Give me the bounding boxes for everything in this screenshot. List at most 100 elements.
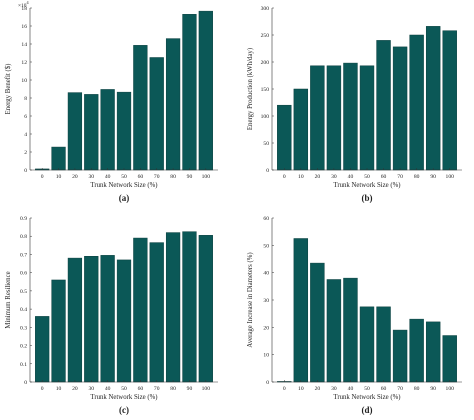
x-tick-label: 30 <box>88 174 94 180</box>
bar-70 <box>149 57 164 171</box>
bar-100 <box>442 30 457 171</box>
y-tick-label: 0.5 <box>20 289 27 295</box>
y-tick-label: 100 <box>261 114 270 120</box>
x-tick-label: 100 <box>446 386 455 392</box>
bar-40 <box>343 277 358 383</box>
x-axis-label: Trunk Network Size (%) <box>333 182 400 189</box>
x-tick-label: 80 <box>414 386 420 392</box>
x-tick-label: 40 <box>348 174 354 180</box>
chart-panel-b: 0 10 20 30 40 50 60 70 80 90 100 0 50 100 150 200 250 30… <box>247 6 462 203</box>
y-tick-label: 0.4 <box>20 307 27 313</box>
bar-20 <box>67 257 83 383</box>
y-tick-label: 30 <box>263 298 269 304</box>
bar-100 <box>198 10 213 171</box>
x-axis-label: Trunk Network Size (%) <box>90 394 157 401</box>
x-tick-label: 90 <box>430 174 436 180</box>
x-tick-label: 50 <box>364 386 370 392</box>
x-tick-labels: 0 10 20 30 40 50 60 70 80 90 100 <box>283 380 454 392</box>
bar-90 <box>425 321 441 383</box>
x-tick-label: 90 <box>430 386 436 392</box>
x-tick-labels: 0 10 20 30 40 50 60 70 80 90 100 <box>41 380 210 392</box>
y-tick-label: 0.1 <box>20 362 27 368</box>
y-tick-label: 0.6 <box>20 271 27 277</box>
x-tick-label: 30 <box>88 386 94 392</box>
y-tick-label: 16 <box>21 24 27 30</box>
bar-90 <box>182 14 197 171</box>
y-tick-label: 200 <box>261 60 270 66</box>
y-tick-label: 20 <box>263 325 269 331</box>
bar-50 <box>116 91 132 171</box>
panel-label: (b) <box>362 193 373 203</box>
x-tick-label: 100 <box>202 386 211 392</box>
y-multiplier-base: ×10 <box>18 3 27 9</box>
y-tick-labels: 0 10 20 30 40 50 60 <box>263 216 274 386</box>
y-tick-label: 8 <box>24 96 27 102</box>
bar-100 <box>442 335 457 383</box>
bar-10 <box>51 146 66 171</box>
x-tick-label: 0 <box>283 386 286 392</box>
y-tick-label: 14 <box>21 42 27 48</box>
bar-60 <box>376 40 391 171</box>
y-tick-label: 0 <box>266 168 269 174</box>
x-tick-label: 20 <box>72 174 78 180</box>
bar-0 <box>277 104 292 171</box>
bar-70 <box>392 46 408 171</box>
y-tick-label: 150 <box>261 87 270 93</box>
y-tick-label: 6 <box>24 114 27 120</box>
y-tick-labels: 0 2 4 6 8 10 12 14 16 18 <box>21 6 32 174</box>
x-tick-label: 40 <box>105 174 111 180</box>
y-tick-label: 250 <box>261 33 270 39</box>
panel-label: (d) <box>362 405 373 415</box>
bar-30 <box>326 279 342 383</box>
bar-40 <box>100 255 115 383</box>
y-tick-label: 50 <box>263 141 269 147</box>
bar-60 <box>133 45 148 171</box>
x-tick-label: 0 <box>283 174 286 180</box>
x-tick-labels: 0 10 20 30 40 50 60 70 80 90 100 <box>283 168 454 180</box>
y-tick-label: 300 <box>261 6 270 12</box>
x-tick-label: 40 <box>348 386 354 392</box>
x-tick-label: 70 <box>397 174 403 180</box>
bar-20 <box>310 65 325 171</box>
bar-30 <box>326 65 342 171</box>
bar-group <box>35 231 213 383</box>
x-tick-label: 20 <box>315 174 321 180</box>
chart-panel-d: 0 10 20 30 40 50 60 70 80 90 100 0 10 20 30 40 50 60 Tru… <box>247 216 462 415</box>
y-multiplier-exponent: 4 <box>26 0 29 5</box>
chart-panel-a: 0 10 20 30 40 50 60 70 80 90 100 0 2 4 6 8 10 12 14 16 18 T… <box>5 0 218 203</box>
bar-40 <box>100 89 115 171</box>
x-tick-label: 60 <box>381 174 387 180</box>
x-tick-label: 10 <box>56 174 62 180</box>
y-tick-label: 10 <box>263 353 269 359</box>
y-tick-label: 12 <box>21 60 27 66</box>
x-tick-label: 60 <box>138 174 144 180</box>
x-tick-label: 30 <box>331 386 337 392</box>
x-tick-label: 60 <box>381 386 387 392</box>
y-axis-label: Energy Production (kWh/day) <box>247 48 254 130</box>
y-tick-labels: 0 50 100 150 200 250 300 <box>261 6 274 174</box>
bar-30 <box>84 256 99 383</box>
panel-label: (c) <box>119 405 129 415</box>
x-tick-label: 0 <box>41 386 44 392</box>
x-tick-labels: 0 10 20 30 40 50 60 70 80 90 100 <box>41 168 210 180</box>
bar-60 <box>376 306 391 383</box>
bar-80 <box>165 38 181 171</box>
y-tick-label: 0.9 <box>20 216 27 222</box>
bar-10 <box>51 279 66 383</box>
y-axis-label: Minimum Resilience <box>5 271 12 328</box>
x-tick-label: 30 <box>331 174 337 180</box>
x-tick-label: 10 <box>298 386 304 392</box>
x-tick-label: 90 <box>187 174 193 180</box>
bar-group <box>277 26 457 171</box>
y-tick-label: 0 <box>266 380 269 386</box>
bar-group <box>35 10 213 171</box>
bar-60 <box>133 237 148 383</box>
x-tick-label: 100 <box>202 174 211 180</box>
y-tick-label: 18 <box>21 6 27 12</box>
x-axis-label: Trunk Network Size (%) <box>90 182 157 189</box>
x-tick-label: 50 <box>121 174 127 180</box>
x-tick-label: 70 <box>397 386 403 392</box>
chart-panel-c: 0 10 20 30 40 50 60 70 80 90 100 00.10.20.30.40.50… <box>5 216 218 415</box>
bar-30 <box>84 94 99 171</box>
